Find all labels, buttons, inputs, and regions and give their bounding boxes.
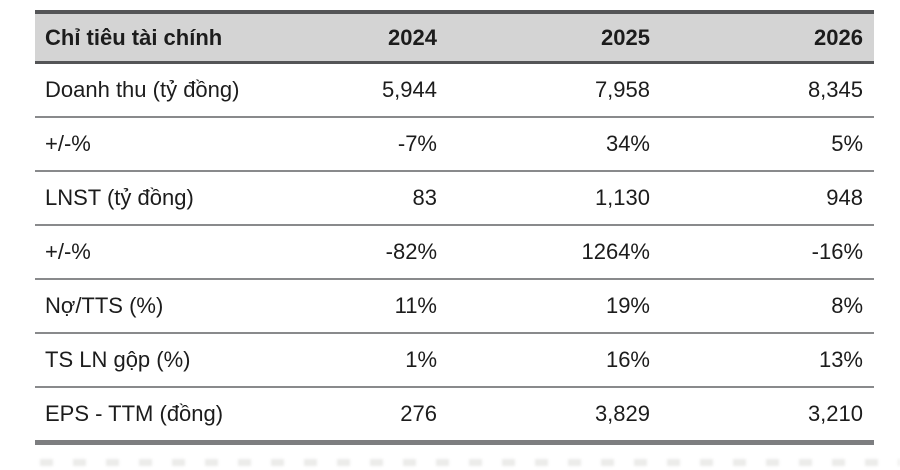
value-cell: 16% bbox=[437, 333, 650, 388]
row-label: +/-% bbox=[35, 225, 335, 280]
value-cell: -16% bbox=[650, 225, 874, 280]
value-cell: 3,210 bbox=[650, 387, 874, 445]
value-cell: 3,829 bbox=[437, 387, 650, 445]
table-row-gross-margin: TS LN gộp (%) 1% 16% 13% bbox=[35, 333, 874, 388]
table-row-revenue-growth: +/-% -7% 34% 5% bbox=[35, 117, 874, 172]
cut-off-text-remnant bbox=[40, 459, 900, 466]
value-cell: 1,130 bbox=[437, 171, 650, 226]
table-row-net-profit-growth: +/-% -82% 1264% -16% bbox=[35, 225, 874, 280]
value-cell: -7% bbox=[335, 117, 437, 172]
row-label: EPS - TTM (đồng) bbox=[35, 387, 335, 445]
value-cell: 1264% bbox=[437, 225, 650, 280]
value-cell: 13% bbox=[650, 333, 874, 388]
value-cell: 11% bbox=[335, 279, 437, 334]
value-cell: 19% bbox=[437, 279, 650, 334]
table-row-net-profit: LNST (tỷ đồng) 83 1,130 948 bbox=[35, 171, 874, 226]
value-cell: 34% bbox=[437, 117, 650, 172]
table-header-row: Chỉ tiêu tài chính 2024 2025 2026 bbox=[35, 10, 874, 64]
value-cell: 7,958 bbox=[437, 62, 650, 118]
header-year-2025: 2025 bbox=[437, 10, 650, 64]
value-cell: 948 bbox=[650, 171, 874, 226]
table-row-revenue: Doanh thu (tỷ đồng) 5,944 7,958 8,345 bbox=[35, 62, 874, 118]
value-cell: 276 bbox=[335, 387, 437, 445]
row-label: Nợ/TTS (%) bbox=[35, 279, 335, 334]
header-metric-label: Chỉ tiêu tài chính bbox=[35, 10, 335, 64]
value-cell: 83 bbox=[335, 171, 437, 226]
value-cell: 8,345 bbox=[650, 62, 874, 118]
value-cell: -82% bbox=[335, 225, 437, 280]
financial-table-container: Chỉ tiêu tài chính 2024 2025 2026 Doanh … bbox=[35, 10, 874, 445]
row-label: LNST (tỷ đồng) bbox=[35, 171, 335, 226]
financial-metrics-table: Chỉ tiêu tài chính 2024 2025 2026 Doanh … bbox=[35, 10, 874, 445]
row-label: TS LN gộp (%) bbox=[35, 333, 335, 388]
row-label: Doanh thu (tỷ đồng) bbox=[35, 62, 335, 118]
value-cell: 8% bbox=[650, 279, 874, 334]
header-year-2024: 2024 bbox=[335, 10, 437, 64]
value-cell: 1% bbox=[335, 333, 437, 388]
table-row-eps-ttm: EPS - TTM (đồng) 276 3,829 3,210 bbox=[35, 387, 874, 445]
row-label: +/-% bbox=[35, 117, 335, 172]
value-cell: 5% bbox=[650, 117, 874, 172]
value-cell: 5,944 bbox=[335, 62, 437, 118]
table-row-debt-to-assets: Nợ/TTS (%) 11% 19% 8% bbox=[35, 279, 874, 334]
header-year-2026: 2026 bbox=[650, 10, 874, 64]
